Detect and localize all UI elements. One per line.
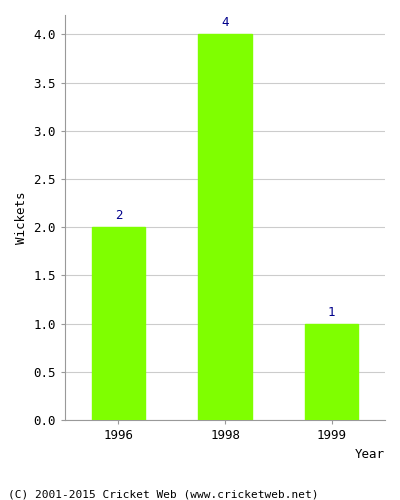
Bar xyxy=(305,324,358,420)
Text: 2: 2 xyxy=(115,210,122,222)
Bar xyxy=(92,227,145,420)
Text: (C) 2001-2015 Cricket Web (www.cricketweb.net): (C) 2001-2015 Cricket Web (www.cricketwe… xyxy=(8,490,318,500)
Text: 4: 4 xyxy=(221,16,229,30)
Text: Year: Year xyxy=(355,448,385,462)
Y-axis label: Wickets: Wickets xyxy=(15,192,28,244)
Bar xyxy=(198,34,252,420)
Text: 1: 1 xyxy=(328,306,336,319)
